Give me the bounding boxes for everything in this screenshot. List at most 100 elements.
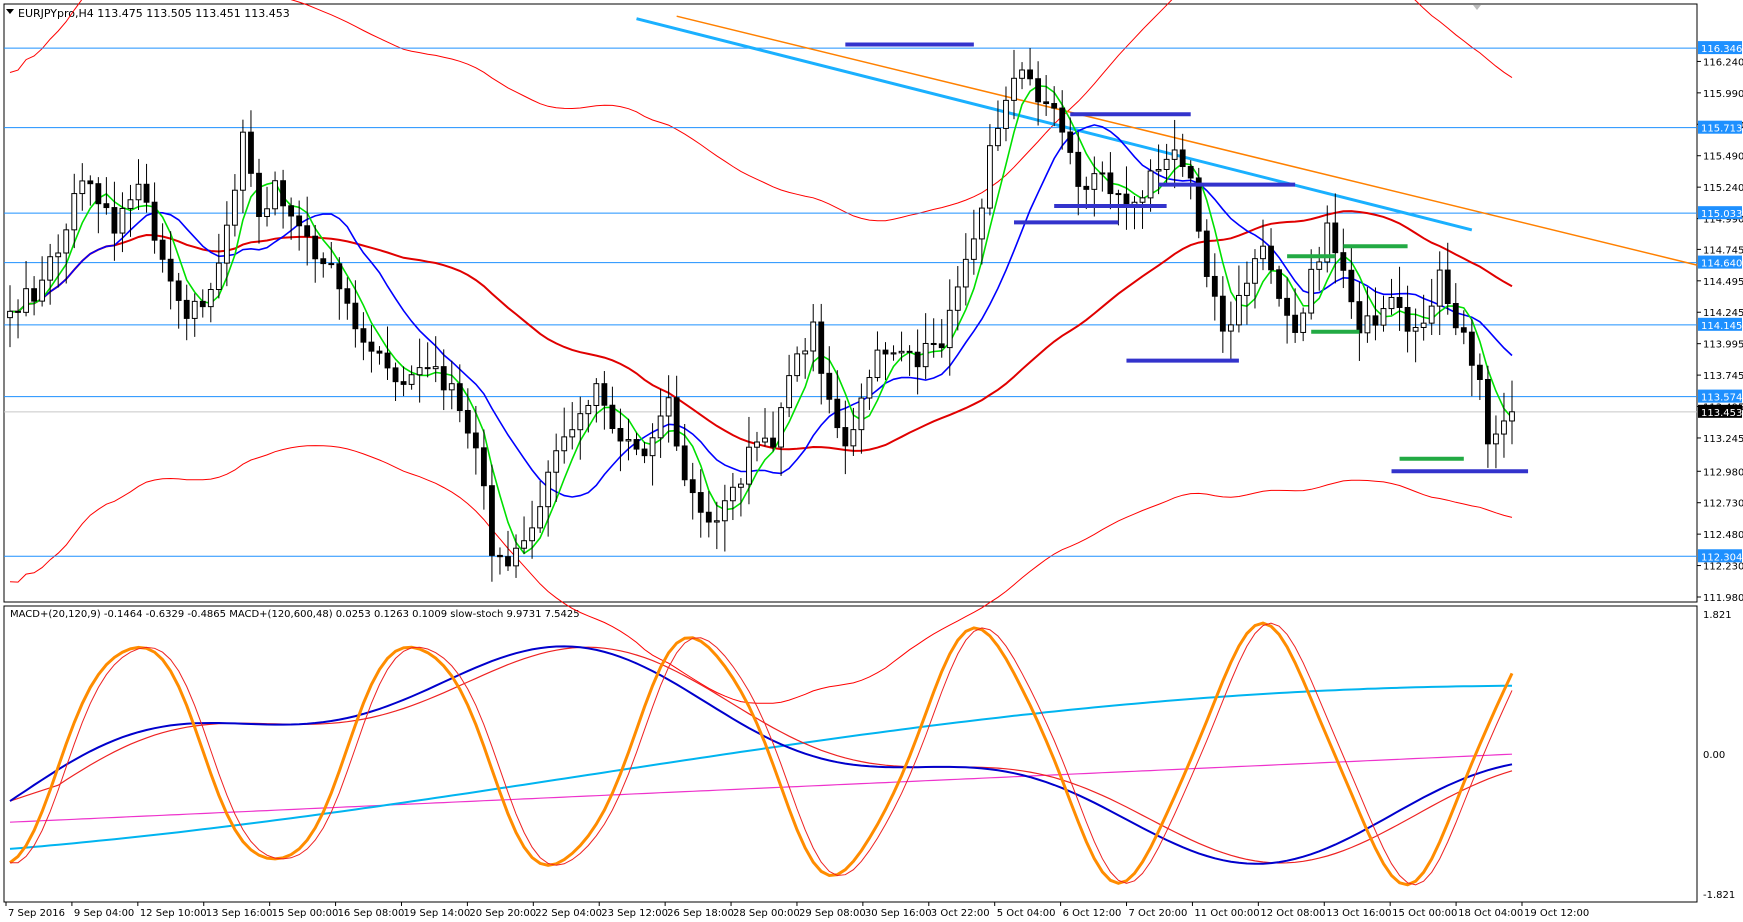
candle bbox=[1268, 228, 1274, 284]
time-tick-label: 3 Oct 22:00 bbox=[931, 908, 990, 919]
candle bbox=[1412, 308, 1419, 363]
candle bbox=[472, 405, 479, 475]
candle-body bbox=[215, 262, 222, 291]
price-level-label: 112.304 bbox=[1701, 552, 1742, 563]
chart-title: EURJPYpro,H4 113.475 113.505 113.451 113… bbox=[18, 7, 290, 20]
candle bbox=[681, 423, 688, 487]
candle-body bbox=[456, 383, 463, 411]
candle bbox=[826, 346, 833, 414]
time-tick-label: 7 Sep 2016 bbox=[8, 908, 65, 919]
candle bbox=[689, 462, 696, 520]
candle bbox=[103, 177, 110, 215]
candle-body bbox=[770, 437, 776, 448]
candle-body bbox=[609, 404, 616, 429]
candle-body bbox=[79, 180, 86, 195]
candle bbox=[954, 266, 961, 331]
candle bbox=[183, 284, 190, 341]
candle bbox=[1428, 278, 1435, 335]
price-tick-label: 115.990 bbox=[1703, 89, 1743, 100]
candle-body bbox=[802, 350, 809, 355]
candle bbox=[1468, 319, 1475, 397]
candle-body bbox=[882, 349, 889, 355]
candle-body bbox=[697, 492, 704, 513]
candle bbox=[1227, 301, 1234, 362]
candle-body bbox=[1284, 297, 1291, 316]
candle-body bbox=[786, 375, 793, 409]
candle bbox=[63, 223, 70, 284]
candle bbox=[1252, 249, 1258, 309]
candle-body bbox=[432, 366, 439, 370]
candle-body bbox=[143, 183, 150, 203]
support-resistance-marks bbox=[845, 42, 1529, 474]
candle bbox=[143, 163, 150, 213]
candle-body bbox=[553, 450, 560, 473]
candle-body bbox=[601, 383, 608, 406]
candle-body bbox=[63, 229, 70, 254]
candle-body bbox=[175, 280, 182, 301]
time-tick-label: 19 Oct 12:00 bbox=[1524, 908, 1589, 919]
candle-body bbox=[1300, 312, 1307, 333]
candle-body bbox=[1043, 101, 1050, 105]
candle-body bbox=[946, 309, 953, 349]
candle bbox=[1260, 219, 1266, 271]
candle bbox=[794, 346, 801, 382]
candle bbox=[159, 223, 166, 273]
candle bbox=[778, 402, 784, 476]
candle bbox=[601, 371, 608, 430]
candle bbox=[1476, 353, 1483, 401]
candle-body bbox=[312, 235, 319, 260]
candle bbox=[448, 360, 455, 410]
candle-body bbox=[127, 199, 134, 209]
candle-body bbox=[746, 446, 752, 485]
time-tick-label: 28 Sep 00:00 bbox=[733, 908, 800, 919]
candle-body bbox=[416, 367, 423, 376]
last-price-tag bbox=[1698, 404, 1742, 418]
candle bbox=[585, 399, 592, 433]
price-level-label: 113.574 bbox=[1701, 393, 1742, 404]
candle-body bbox=[585, 404, 592, 415]
candle bbox=[1436, 251, 1443, 336]
candle bbox=[135, 159, 142, 210]
candle bbox=[970, 209, 977, 275]
candle bbox=[1203, 219, 1210, 288]
candle-body bbox=[1107, 172, 1114, 195]
candle-body bbox=[360, 328, 367, 343]
candle bbox=[344, 277, 351, 320]
candle-body bbox=[424, 367, 431, 370]
candle bbox=[890, 345, 897, 361]
candle bbox=[633, 432, 640, 456]
price-level-label: 114.145 bbox=[1701, 321, 1742, 332]
candle-body bbox=[1308, 268, 1315, 314]
indicator-panel-frame bbox=[3, 605, 1698, 903]
candle bbox=[215, 233, 222, 299]
candle-body bbox=[649, 437, 656, 457]
candle bbox=[505, 530, 511, 571]
price-tick-label: 112.730 bbox=[1703, 499, 1743, 510]
candle-body bbox=[207, 289, 214, 308]
stoch-signal-line bbox=[10, 622, 1513, 886]
candle-body bbox=[1091, 173, 1098, 190]
candle-body bbox=[1227, 324, 1234, 332]
candle bbox=[392, 362, 399, 401]
candle-body bbox=[561, 436, 568, 452]
candle bbox=[312, 224, 319, 283]
candle bbox=[440, 349, 447, 411]
candle bbox=[296, 200, 303, 251]
candle-body bbox=[304, 225, 311, 237]
candle bbox=[738, 478, 744, 517]
candle bbox=[1460, 310, 1467, 345]
candle-body bbox=[505, 556, 511, 567]
candle-body bbox=[376, 350, 383, 354]
candle bbox=[1404, 285, 1411, 353]
candle-body bbox=[1067, 131, 1074, 153]
candle-body bbox=[472, 432, 479, 449]
candle bbox=[15, 299, 21, 339]
candle bbox=[336, 257, 343, 320]
candle bbox=[1380, 295, 1387, 332]
candle bbox=[432, 336, 439, 383]
candle bbox=[898, 331, 905, 362]
candle bbox=[191, 293, 198, 337]
candle bbox=[866, 369, 873, 410]
collapse-triangle-icon[interactable] bbox=[6, 9, 14, 14]
